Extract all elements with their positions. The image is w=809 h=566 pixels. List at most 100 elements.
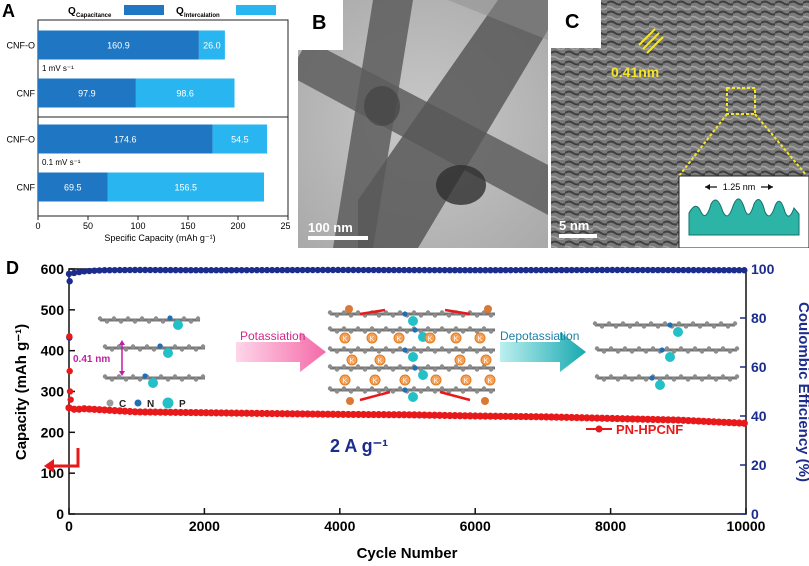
depotassiation-label: Depotassiation xyxy=(500,329,579,343)
capacity-point xyxy=(466,412,474,420)
ce-point xyxy=(172,266,179,274)
capacity-point xyxy=(293,410,302,418)
capacity-point xyxy=(324,410,332,418)
capacity-point xyxy=(146,408,154,416)
capacity-point xyxy=(446,411,454,420)
ce-point xyxy=(705,266,712,274)
capacity-point xyxy=(664,416,672,424)
ce-point xyxy=(213,267,220,274)
x-tick-label: 150 xyxy=(180,221,195,231)
ce-point xyxy=(187,266,195,274)
capacity-point xyxy=(202,409,210,417)
capacity-point xyxy=(106,406,114,414)
ce-point xyxy=(532,266,540,274)
panel-c: C 0.41nm 1.25 nm 5 nm xyxy=(551,0,809,248)
ce-point xyxy=(477,267,484,274)
potassiation-schematic: K K K K K K K K K K K K K K K K 0.41 nm C N P xyxy=(73,305,740,410)
y-tick-label-left: 300 xyxy=(41,384,65,400)
ce-point xyxy=(228,266,235,274)
capacity-point xyxy=(674,416,682,424)
ce-point xyxy=(741,267,748,274)
capacity-point xyxy=(273,410,281,418)
capacity-point xyxy=(512,412,520,421)
capacity-point xyxy=(679,416,687,424)
ce-point xyxy=(65,270,73,278)
bar-capacitance xyxy=(38,124,213,154)
ce-point xyxy=(685,266,692,274)
capacity-point xyxy=(618,415,627,423)
capacity-point xyxy=(334,410,342,418)
ce-point xyxy=(695,266,702,274)
ce-point xyxy=(273,266,281,274)
panel-a: A Q Capacitance Q Intercalation 160.9 26.… xyxy=(0,0,290,245)
capacity-point xyxy=(339,410,347,418)
capacity-point xyxy=(116,407,124,415)
ce-point xyxy=(446,266,454,274)
ce-point xyxy=(258,266,266,274)
svg-text:K: K xyxy=(370,336,375,343)
capacity-point xyxy=(415,411,423,419)
x-tick-label: 0 xyxy=(65,518,73,534)
capacity-point xyxy=(364,410,373,419)
ce-point xyxy=(578,266,586,274)
capacity-point xyxy=(67,396,74,403)
capacity-point xyxy=(557,413,566,421)
capacity-point xyxy=(405,411,413,419)
capacity-point xyxy=(166,408,175,416)
capacity-point xyxy=(644,415,652,423)
capacity-point xyxy=(141,408,149,416)
capacity-point xyxy=(695,417,703,425)
capacity-point xyxy=(740,419,748,427)
capacity-point xyxy=(654,415,662,424)
ce-point xyxy=(268,266,276,274)
capacity-point xyxy=(319,410,327,418)
ce-point xyxy=(604,266,611,274)
capacity-point xyxy=(634,415,642,423)
legend-pn-hpcnf: PN-HPCNF xyxy=(616,422,683,437)
ce-point xyxy=(624,266,631,274)
panel-c-letter: C xyxy=(565,11,579,33)
ce-point xyxy=(66,278,73,285)
capacity-point xyxy=(227,409,236,417)
ce-point xyxy=(253,266,261,274)
ce-point xyxy=(487,266,494,274)
y-tick-label-left: 400 xyxy=(41,343,65,359)
svg-text:K: K xyxy=(484,358,489,365)
svg-text:K: K xyxy=(454,336,459,343)
capacity-point xyxy=(410,411,418,419)
bar-category-label: CNF xyxy=(17,183,36,193)
capacity-point xyxy=(705,417,713,426)
capacity-point xyxy=(151,408,159,416)
bar-category-label: CNF-O xyxy=(7,41,36,51)
y-tick-label-right: 60 xyxy=(751,359,767,375)
ce-point xyxy=(329,266,337,274)
capacity-point xyxy=(253,409,261,417)
ce-point xyxy=(243,266,250,274)
bar-intercalation xyxy=(198,30,225,60)
x-tick-label: 0 xyxy=(35,221,40,231)
capacity-point xyxy=(126,407,134,416)
capacity-point xyxy=(217,409,225,417)
panel-b-letter: B xyxy=(312,12,326,34)
ce-point xyxy=(416,266,423,274)
ce-point xyxy=(248,266,255,274)
ce-point xyxy=(233,266,240,274)
ce-point xyxy=(345,266,352,274)
ce-point xyxy=(177,266,184,274)
bar-value-label: 160.9 xyxy=(107,41,130,51)
ce-point xyxy=(390,266,398,274)
ce-point xyxy=(385,266,393,274)
ce-point xyxy=(720,266,728,274)
bar-value-label: 26.0 xyxy=(203,41,221,51)
capacity-point xyxy=(481,412,489,420)
svg-text:K: K xyxy=(478,336,483,343)
capacity-axis-label: Capacity (mAh g⁻¹) xyxy=(13,324,30,460)
bar-value-label: 69.5 xyxy=(64,183,82,193)
graphene-sheets-middle: K K K K K K K K K K K K K K K K xyxy=(327,305,496,405)
capacity-point xyxy=(304,410,312,418)
ce-point xyxy=(106,266,113,274)
ce-axis-label: Coulombic Efficiency (%) xyxy=(795,302,809,482)
capacity-point xyxy=(552,413,561,421)
capacity-point xyxy=(659,416,667,424)
bar-value-label: 174.6 xyxy=(114,135,137,145)
